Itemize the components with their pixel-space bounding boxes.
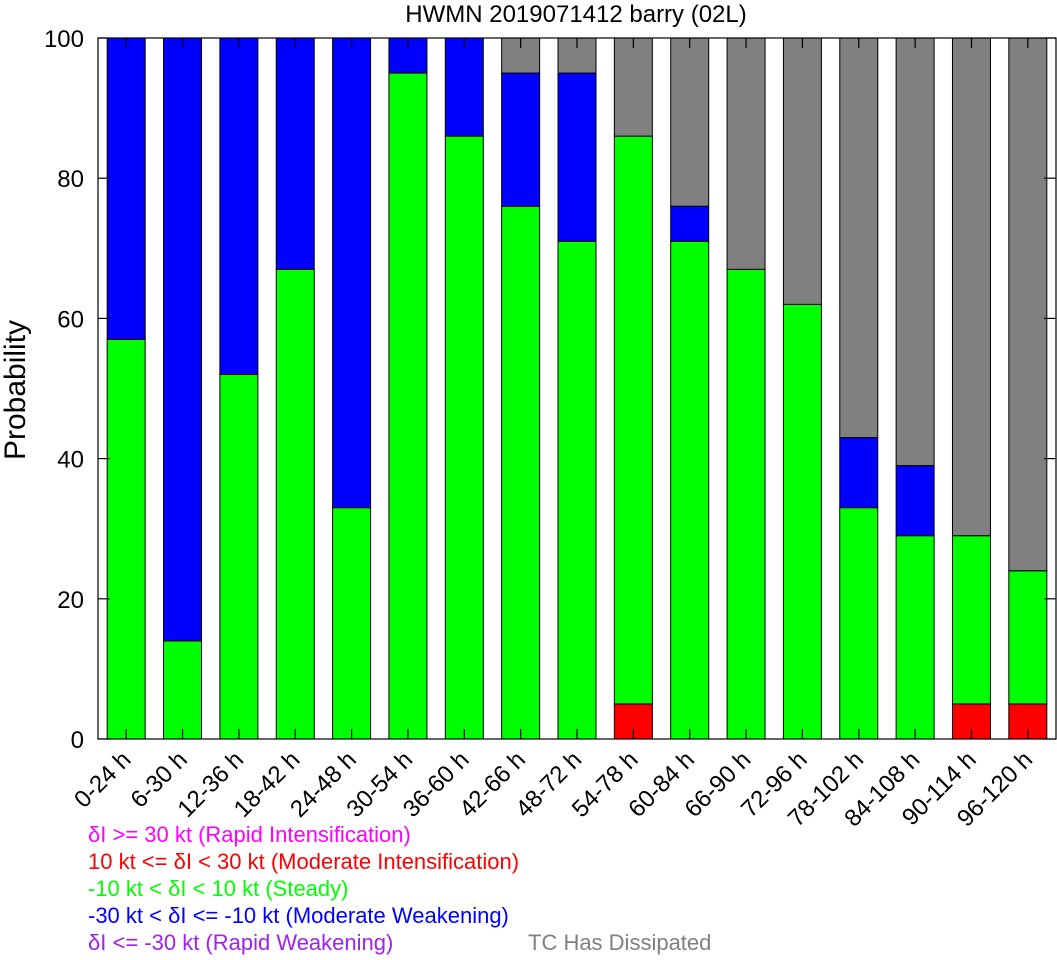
y-tick-label-80: 80: [57, 166, 84, 193]
bar-segment-54-78-h-series-2: [613, 135, 653, 705]
bar-segment-6-30-h-series-3: [163, 37, 203, 642]
bar-segment-0-24-h-series-2: [106, 338, 146, 740]
bars-layer: [106, 37, 1048, 740]
bar-segment-42-66-h-series-3: [501, 72, 541, 207]
bar-segment-96-120-h-series-5: [1008, 37, 1048, 572]
legend-entry-1: 10 kt <= δI < 30 kt (Moderate Intensific…: [88, 849, 519, 874]
bar-segment-90-114-h-series-5: [951, 37, 991, 537]
chart-title: HWMN 2019071412 barry (02L): [405, 1, 747, 28]
bar-segment-30-54-h-series-2: [388, 72, 428, 740]
y-tick-label-0: 0: [71, 727, 84, 754]
bar-segment-72-96-h-series-5: [782, 37, 822, 305]
bar-segment-48-72-h-series-2: [557, 240, 597, 740]
bar-segment-18-42-h-series-2: [275, 268, 315, 740]
legend: δI >= 30 kt (Rapid Intensification)10 kt…: [88, 822, 711, 955]
bar-segment-48-72-h-series-3: [557, 72, 597, 242]
bar-segment-18-42-h-series-3: [275, 37, 315, 270]
bar-segment-60-84-h-series-5: [670, 37, 710, 207]
y-tick-label-60: 60: [57, 306, 84, 333]
bar-segment-78-102-h-series-5: [839, 37, 879, 439]
category-labels: 0-24 h6-30 h12-36 h18-42 h24-48 h30-54 h…: [69, 746, 1038, 832]
bar-segment-36-60-h-series-3: [444, 37, 484, 137]
bar-segment-84-108-h-series-3: [895, 465, 935, 537]
legend-entry-4: δI <= -30 kt (Rapid Weakening): [88, 930, 393, 955]
bar-segment-42-66-h-series-2: [501, 205, 541, 740]
bar-segment-60-84-h-series-3: [670, 205, 710, 242]
bar-segment-24-48-h-series-2: [332, 507, 372, 740]
bar-segment-60-84-h-series-2: [670, 240, 710, 740]
bar-segment-84-108-h-series-5: [895, 37, 935, 467]
legend-entry-3: -30 kt < δI <= -10 kt (Moderate Weakenin…: [88, 903, 509, 928]
legend-entry-0: δI >= 30 kt (Rapid Intensification): [88, 822, 411, 847]
y-tick-label-20: 20: [57, 587, 84, 614]
bar-segment-66-90-h-series-5: [726, 37, 766, 270]
y-axis-label: Probability: [0, 320, 32, 460]
bar-segment-90-114-h-series-2: [951, 535, 991, 705]
y-tick-label-40: 40: [57, 447, 84, 474]
bar-segment-72-96-h-series-2: [782, 303, 822, 740]
bar-segment-84-108-h-series-2: [895, 535, 935, 740]
legend-entry-5: TC Has Dissipated: [528, 930, 711, 955]
legend-entry-2: -10 kt < δI < 10 kt (Steady): [88, 876, 348, 901]
bar-segment-12-36-h-series-2: [219, 373, 259, 740]
bar-segment-24-48-h-series-3: [332, 37, 372, 509]
y-tick-label-100: 100: [44, 26, 84, 53]
bar-segment-78-102-h-series-3: [839, 437, 879, 509]
bar-segment-78-102-h-series-2: [839, 507, 879, 740]
axes-layer: 0 20 40 60 80 100: [44, 26, 1057, 754]
bar-segment-66-90-h-series-2: [726, 268, 766, 740]
x-tick-label-0-24-h: 0-24 h: [69, 746, 136, 813]
bar-segment-54-78-h-series-5: [613, 37, 653, 137]
bar-segment-6-30-h-series-2: [163, 640, 203, 740]
bar-segment-12-36-h-series-3: [219, 37, 259, 375]
bar-segment-0-24-h-series-3: [106, 37, 146, 340]
bar-segment-96-120-h-series-2: [1008, 570, 1048, 705]
bar-segment-36-60-h-series-2: [444, 135, 484, 740]
